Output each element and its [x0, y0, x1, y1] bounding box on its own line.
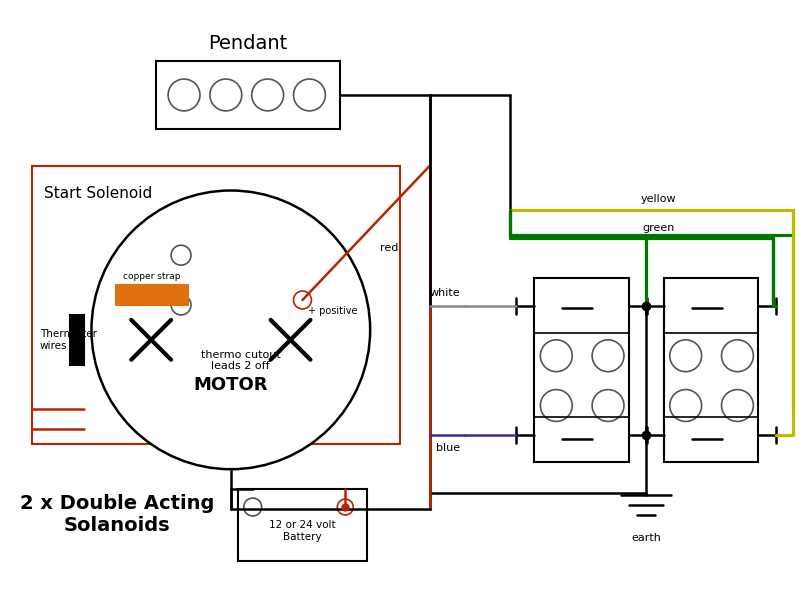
Circle shape [244, 498, 261, 516]
Circle shape [252, 79, 284, 111]
Circle shape [337, 499, 354, 515]
Bar [535, 278, 629, 462]
Bar [156, 61, 341, 129]
Circle shape [722, 340, 753, 372]
Text: blue: blue [435, 444, 460, 453]
Circle shape [592, 390, 624, 421]
Circle shape [210, 79, 242, 111]
Circle shape [592, 340, 624, 372]
Text: earth: earth [631, 533, 661, 543]
Text: Pendant: Pendant [209, 34, 288, 53]
Bar [238, 489, 367, 561]
Bar [664, 278, 758, 462]
Circle shape [670, 390, 701, 421]
Text: yellow: yellow [641, 195, 676, 204]
Text: + positive: + positive [308, 306, 358, 316]
Text: white: white [429, 288, 460, 298]
Text: Start Solenoid: Start Solenoid [44, 186, 152, 201]
Text: red: red [380, 243, 399, 253]
Text: MOTOR: MOTOR [193, 376, 268, 393]
Bar [70, 315, 84, 365]
Circle shape [722, 390, 753, 421]
Circle shape [171, 245, 191, 265]
Circle shape [171, 295, 191, 315]
Circle shape [91, 190, 371, 469]
Circle shape [670, 340, 701, 372]
Circle shape [540, 340, 572, 372]
Text: 12 or 24 volt
Battery: 12 or 24 volt Battery [269, 520, 336, 541]
Circle shape [540, 390, 572, 421]
Text: copper strap: copper strap [124, 272, 181, 281]
Text: thermo cutout
leads 2 off: thermo cutout leads 2 off [201, 350, 281, 371]
Text: Thermister
wires: Thermister wires [40, 329, 97, 350]
Bar [32, 165, 400, 444]
Circle shape [294, 79, 325, 111]
Bar [116, 285, 188, 305]
Circle shape [168, 79, 200, 111]
Circle shape [294, 291, 311, 309]
Text: green: green [642, 223, 675, 233]
Text: 2 x Double Acting
Solanoids: 2 x Double Acting Solanoids [19, 494, 214, 535]
